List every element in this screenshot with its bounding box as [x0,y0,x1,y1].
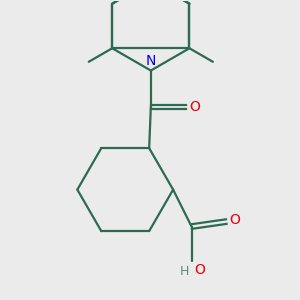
Text: O: O [190,100,200,114]
Text: H: H [180,265,189,278]
Text: N: N [146,54,156,68]
Text: O: O [230,213,240,227]
Text: O: O [194,263,205,277]
